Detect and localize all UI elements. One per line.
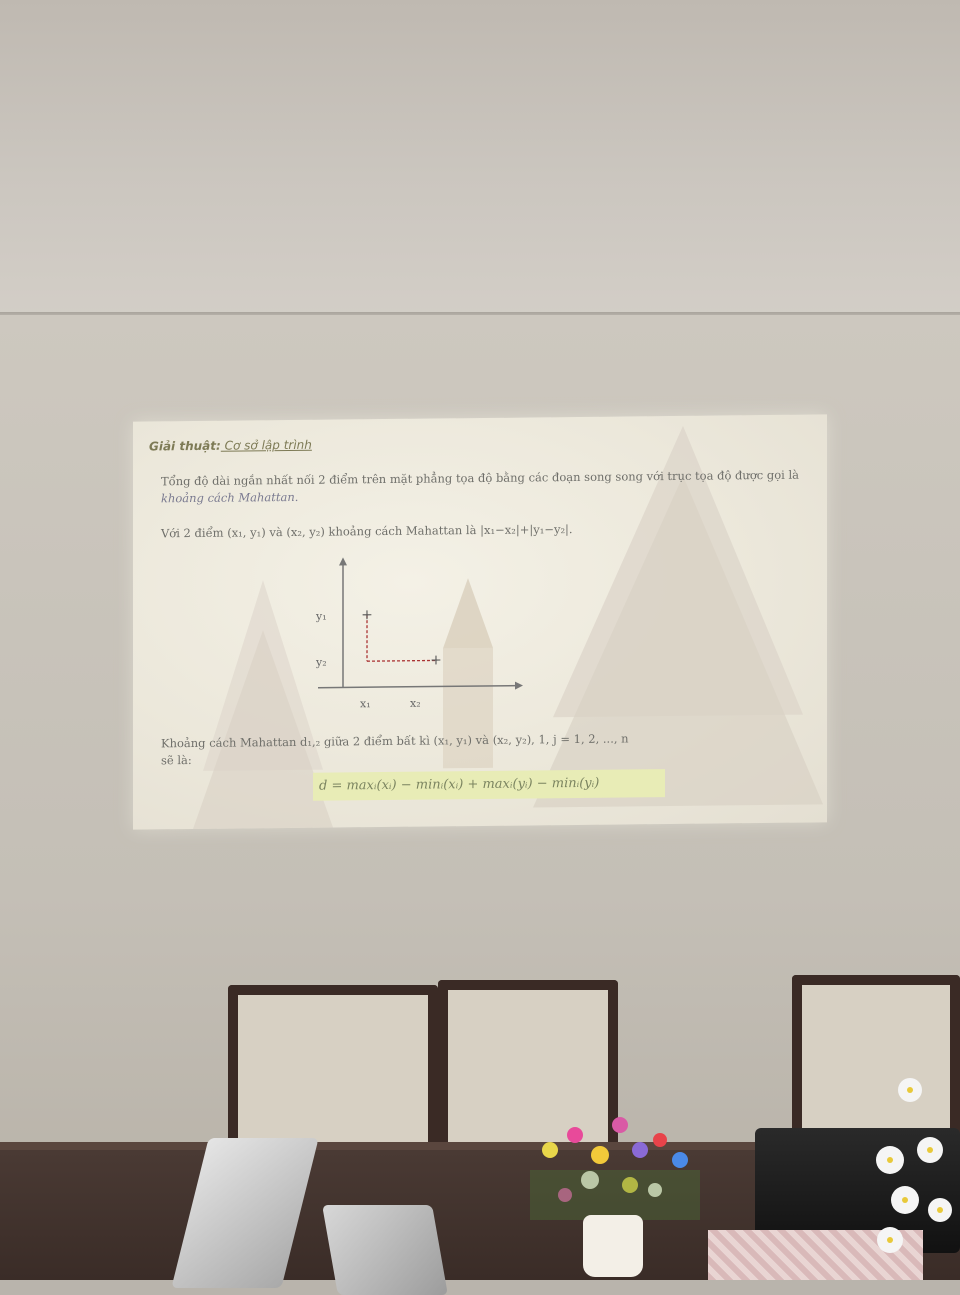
y-axis-arrow bbox=[339, 557, 347, 566]
label-x2: x₂ bbox=[410, 697, 421, 710]
laptop-right bbox=[322, 1205, 448, 1295]
flower-vase bbox=[583, 1215, 643, 1277]
horizontal-path bbox=[367, 659, 436, 662]
tree-background-left bbox=[193, 580, 333, 830]
point-2-marker: + bbox=[430, 652, 442, 668]
white-daisies bbox=[876, 1078, 952, 1253]
projected-slide: Giải thuật: Cơ sở lập trình Tổng độ dài … bbox=[133, 414, 827, 830]
chair-left bbox=[228, 985, 438, 1155]
label-y1: y₁ bbox=[315, 610, 327, 623]
chair-right bbox=[792, 975, 960, 1155]
church-background bbox=[443, 578, 493, 769]
label-x1: x₁ bbox=[360, 697, 371, 710]
manhattan-distance-graph: + + y₁ y₂ x₁ x₂ bbox=[315, 557, 523, 710]
point-1-marker: + bbox=[361, 607, 373, 623]
label-y2: y₂ bbox=[315, 656, 327, 669]
slide-title: Giải thuật: Cơ sở lập trình bbox=[149, 437, 312, 454]
manhattan-formula: d = maxᵢ(xᵢ) − minᵢ(xᵢ) + maxᵢ(yᵢ) − min… bbox=[313, 769, 665, 801]
slide-paragraph-3: Khoảng cách Mahattan d₁,₂ giữa 2 điểm bấ… bbox=[161, 731, 629, 768]
tree-background-right bbox=[533, 425, 823, 808]
chair-middle bbox=[438, 980, 618, 1155]
x-axis-arrow bbox=[515, 681, 523, 690]
ceiling bbox=[0, 0, 960, 320]
slide-paragraph-1: Tổng độ dài ngắn nhất nối 2 điểm trên mặ… bbox=[161, 467, 799, 506]
flower-bouquet bbox=[530, 1117, 700, 1220]
x-axis bbox=[318, 684, 518, 689]
